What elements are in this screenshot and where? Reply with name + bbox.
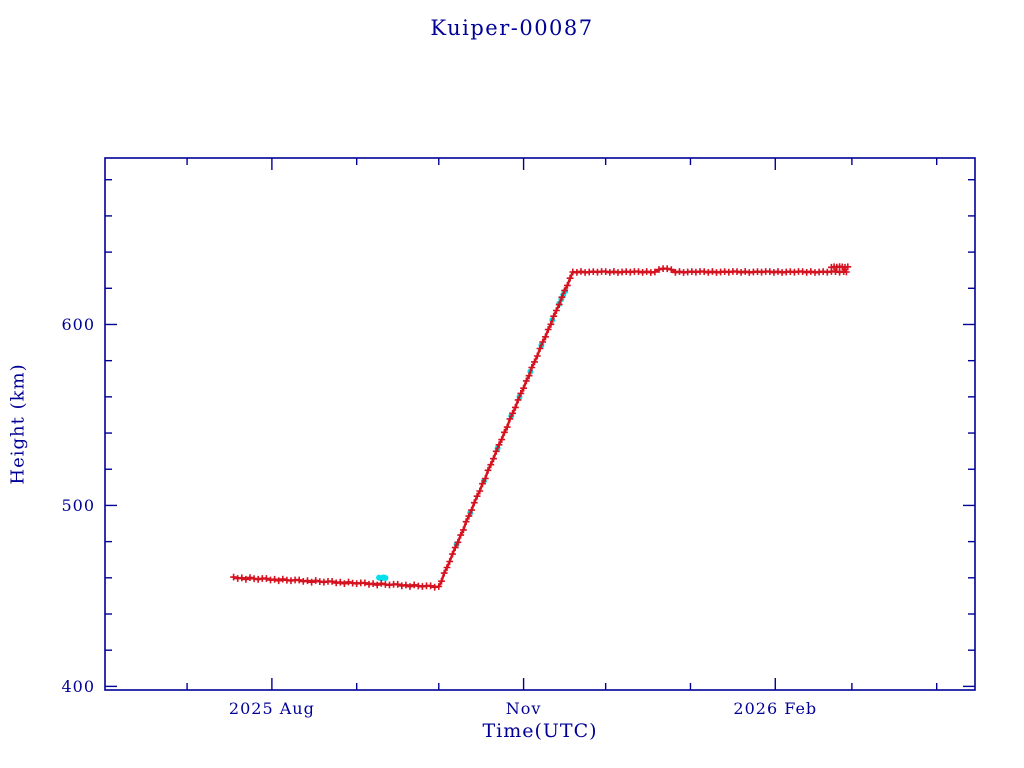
height-history-tail-markers	[828, 263, 852, 271]
height-history-line	[232, 267, 848, 589]
y-tick-label: 400	[61, 677, 95, 696]
height-history-markers	[230, 265, 850, 591]
y-tick-label: 600	[61, 315, 95, 334]
x-tick-label: 2026 Feb	[733, 699, 817, 718]
chart-title: Kuiper-00087	[430, 16, 594, 40]
x-axis-label: Time(UTC)	[482, 720, 598, 742]
y-tick-label: 500	[61, 496, 95, 515]
plot-border	[104, 157, 976, 691]
x-tick-label: Nov	[506, 699, 542, 718]
gp-observations-point	[382, 575, 389, 581]
x-tick-label: 2025 Aug	[229, 699, 315, 718]
